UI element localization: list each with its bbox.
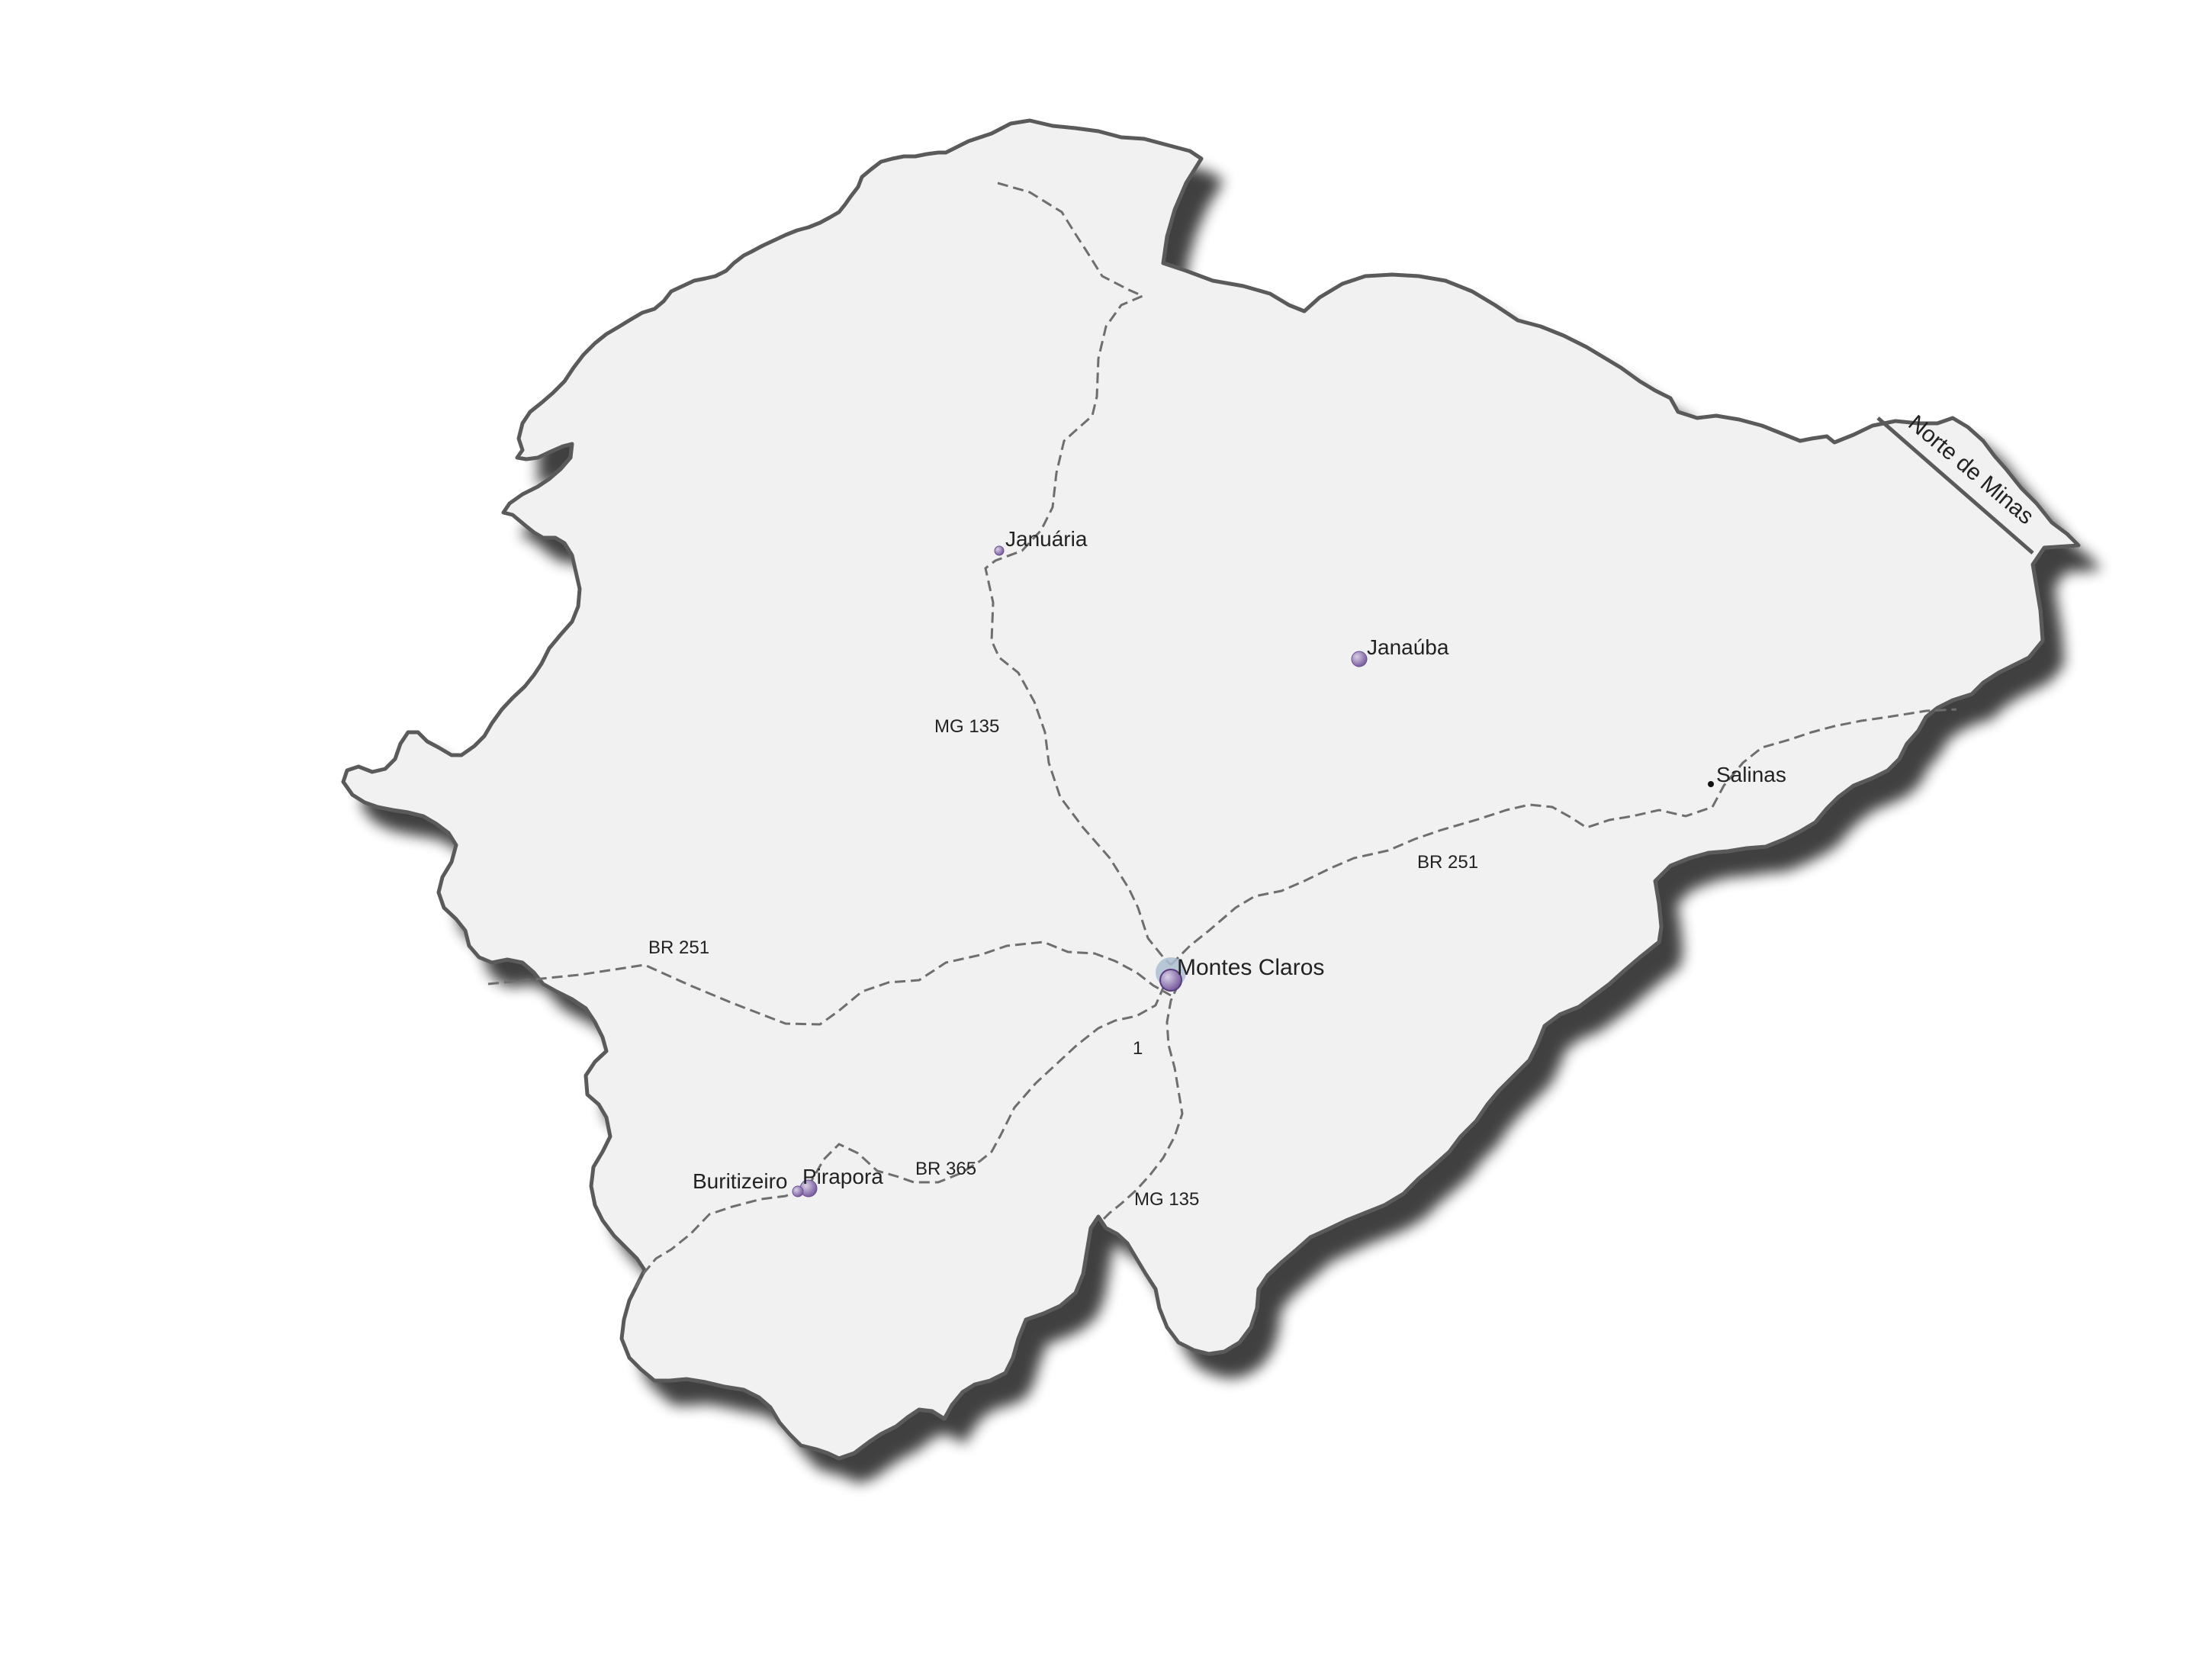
city-marker-januaria[interactable] bbox=[994, 545, 1005, 556]
city-label-salinas: Salinas bbox=[1716, 763, 1786, 786]
road-br251-west bbox=[487, 940, 1172, 1026]
region-outline bbox=[341, 118, 2081, 1461]
road-labels: MG 135 BR 251 BR 251 BR 365 MG 135 1 bbox=[648, 716, 1478, 1210]
region-edge-line bbox=[1876, 416, 2034, 555]
road-mg135-north bbox=[984, 182, 1172, 966]
roads-layer bbox=[487, 182, 1957, 1290]
city-label-buritizeiro: Buritizeiro bbox=[693, 1169, 787, 1193]
city-marker-buritizeiro[interactable] bbox=[792, 1185, 804, 1198]
city-markers bbox=[792, 545, 1714, 1198]
road-label-br251-east: BR 251 bbox=[1417, 852, 1478, 873]
city-marker-montes-claros[interactable] bbox=[1159, 969, 1182, 992]
road-label-1: 1 bbox=[1133, 1038, 1143, 1059]
city-label-janauba: Janaúba bbox=[1367, 635, 1449, 659]
road-label-br365: BR 365 bbox=[915, 1159, 976, 1179]
city-marker-salinas[interactable] bbox=[1708, 781, 1714, 787]
city-label-januaria: Januária bbox=[1005, 527, 1088, 551]
road-label-mg135-north: MG 135 bbox=[934, 716, 999, 737]
city-label-pirapora: Pirapora bbox=[802, 1165, 883, 1188]
city-label-montes-claros: Montes Claros bbox=[1177, 955, 1324, 980]
road-label-br251-west: BR 251 bbox=[648, 937, 709, 958]
city-labels: Januária Janaúba Salinas Montes Claros P… bbox=[693, 527, 1786, 1193]
road-br251-east bbox=[1169, 708, 1957, 966]
road-mg135-south bbox=[1101, 983, 1184, 1222]
road-br365 bbox=[633, 969, 1172, 1290]
city-marker-janauba[interactable] bbox=[1351, 651, 1368, 667]
road-label-mg135-south: MG 135 bbox=[1134, 1189, 1199, 1210]
